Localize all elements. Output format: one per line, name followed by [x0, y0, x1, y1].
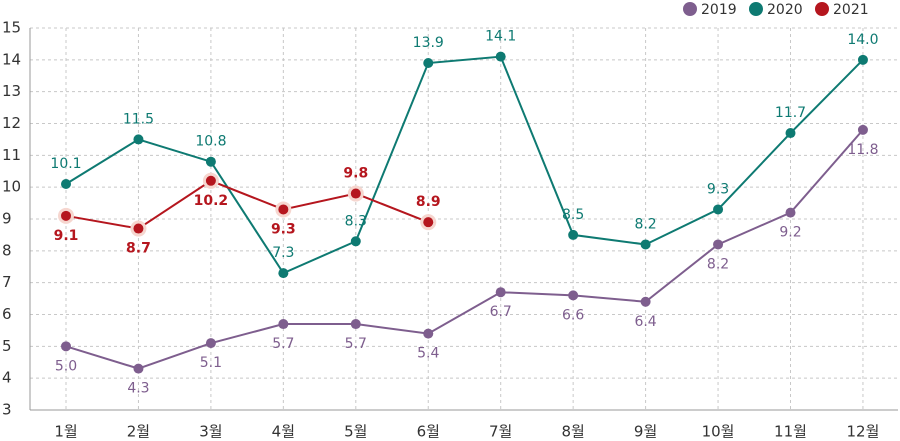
point: [278, 204, 289, 215]
value-label: 10.2: [194, 193, 229, 209]
point: [423, 328, 434, 339]
point: [205, 156, 216, 167]
point: [133, 223, 144, 234]
point: [350, 236, 361, 247]
point: [133, 363, 144, 374]
x-tick-label: 1월: [54, 423, 77, 441]
value-label: 11.8: [847, 142, 878, 158]
x-tick-label: 8월: [561, 423, 584, 441]
legend-label: 2021: [833, 2, 869, 18]
x-tick-label: 10월: [702, 423, 735, 441]
y-tick-label: 14: [2, 50, 21, 68]
value-label: 9.1: [54, 228, 79, 244]
point: [495, 287, 506, 298]
y-tick-label: 8: [2, 241, 12, 259]
y-tick-label: 12: [2, 114, 21, 132]
value-label: 5.7: [345, 336, 367, 352]
point: [205, 338, 216, 349]
point: [350, 188, 361, 199]
value-label: 9.3: [707, 181, 729, 197]
value-label: 9.3: [271, 221, 296, 237]
value-label: 5.0: [55, 358, 77, 374]
point: [713, 239, 724, 250]
value-label: 6.7: [490, 304, 512, 320]
y-tick-label: 10: [2, 178, 21, 196]
value-label: 11.7: [775, 105, 806, 121]
legend-label: 2020: [767, 2, 803, 18]
value-label: 5.4: [417, 346, 439, 362]
x-tick-label: 12월: [847, 423, 880, 441]
y-tick-label: 3: [2, 401, 12, 419]
value-label: 13.9: [413, 35, 444, 51]
y-tick-label: 9: [2, 210, 12, 228]
legend-label: 2019: [701, 2, 737, 18]
value-label: 9.8: [343, 166, 368, 182]
legend-swatch: [815, 2, 829, 16]
point: [495, 51, 506, 62]
y-tick-label: 15: [2, 19, 21, 37]
point: [785, 207, 796, 218]
value-label: 5.1: [200, 355, 222, 371]
x-tick-label: 5월: [344, 423, 367, 441]
point: [205, 175, 216, 186]
value-label: 8.9: [416, 194, 441, 210]
point: [278, 268, 289, 279]
y-tick-label: 5: [2, 337, 12, 355]
x-tick-label: 4월: [272, 423, 295, 441]
value-label: 10.8: [195, 134, 226, 150]
value-label: 8.2: [707, 256, 729, 272]
point: [423, 58, 434, 69]
point: [785, 128, 796, 139]
x-tick-label: 11월: [774, 423, 807, 441]
x-tick-label: 9월: [634, 423, 657, 441]
point: [640, 296, 651, 307]
series-line: [65, 179, 429, 230]
legend-swatch: [683, 2, 697, 16]
value-label: 6.6: [562, 307, 584, 323]
point: [568, 290, 579, 301]
point: [713, 204, 724, 215]
value-label: 14.0: [847, 32, 878, 48]
point: [61, 210, 71, 221]
value-label: 8.3: [345, 213, 367, 229]
x-tick-label: 3월: [199, 423, 222, 441]
point: [568, 229, 579, 240]
value-label: 6.4: [634, 314, 656, 330]
point: [133, 134, 144, 145]
y-tick-label: 11: [2, 146, 21, 164]
x-tick-label: 7월: [489, 423, 512, 441]
point: [350, 319, 361, 330]
y-tick-label: 4: [2, 369, 12, 387]
value-label: 9.2: [779, 225, 801, 241]
series-line: [65, 55, 864, 275]
value-label: 8.5: [562, 207, 584, 223]
value-label: 10.1: [50, 156, 81, 172]
point: [61, 178, 71, 189]
y-tick-label: 7: [2, 273, 12, 291]
value-label: 4.3: [127, 381, 149, 397]
point: [278, 319, 289, 330]
value-label: 11.5: [123, 111, 154, 127]
point: [640, 239, 651, 250]
point: [857, 54, 868, 65]
value-label: 14.1: [485, 29, 516, 45]
point: [61, 341, 71, 352]
value-label: 8.7: [126, 241, 151, 257]
value-label: 7.3: [272, 245, 294, 261]
x-tick-label: 2월: [127, 423, 150, 441]
series-line: [65, 129, 864, 370]
legend-swatch: [749, 2, 763, 16]
x-tick-label: 6월: [417, 423, 440, 441]
point: [857, 124, 868, 135]
value-label: 8.2: [634, 216, 656, 232]
y-tick-label: 13: [2, 82, 21, 100]
point: [423, 217, 434, 228]
value-label: 5.7: [272, 336, 294, 352]
y-tick-label: 6: [2, 305, 12, 323]
